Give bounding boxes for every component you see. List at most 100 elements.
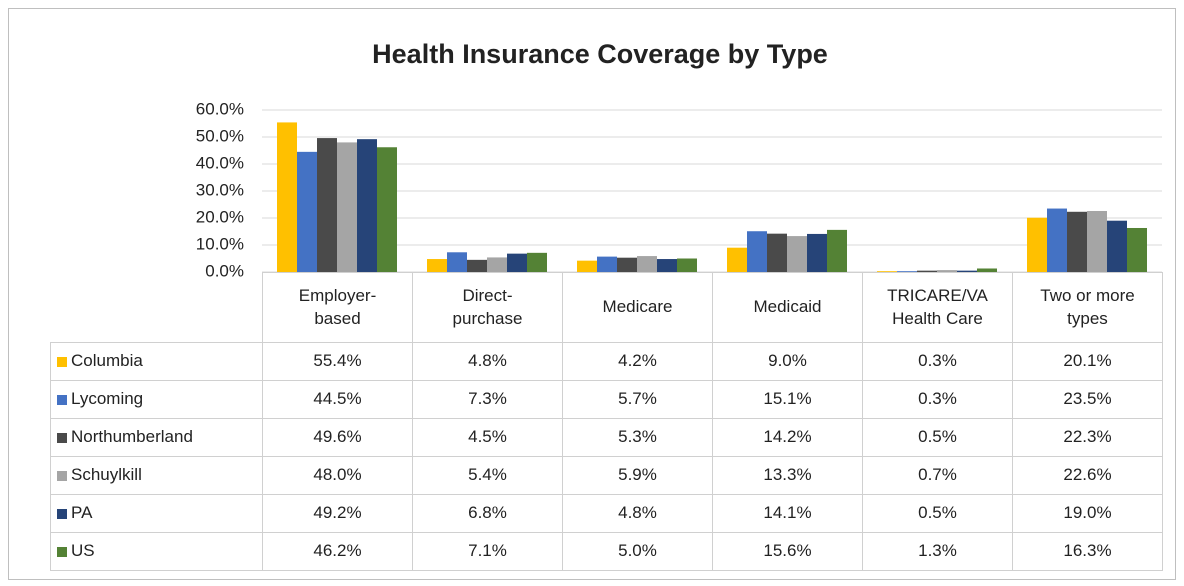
category-header: Direct- purchase (412, 272, 563, 343)
legend-label: Northumberland (71, 427, 193, 447)
table-value-text: 0.3% (918, 351, 957, 371)
bar (677, 258, 697, 272)
table-value-text: 6.8% (468, 503, 507, 523)
bar (337, 142, 357, 272)
bar (507, 253, 527, 272)
legend-label: Lycoming (71, 389, 144, 409)
table-value-text: 23.5% (1063, 389, 1112, 409)
legend-label: Columbia (71, 351, 143, 371)
table-value: 22.6% (1012, 456, 1163, 495)
table-value: 20.1% (1012, 342, 1163, 381)
table-value: 44.5% (262, 380, 413, 419)
table-value: 0.3% (862, 342, 1013, 381)
bar (637, 256, 657, 272)
legend-entry: Lycoming (50, 380, 263, 419)
y-tick-label: 40.0% (196, 153, 244, 172)
legend-label: US (71, 541, 95, 561)
table-value-text: 0.5% (918, 427, 957, 447)
bar (467, 259, 487, 272)
bar (827, 229, 847, 272)
table-value: 22.3% (1012, 418, 1163, 457)
legend-swatch (57, 470, 67, 481)
table-value-text: 5.7% (618, 389, 657, 409)
table-value-text: 22.3% (1063, 427, 1112, 447)
table-value: 55.4% (262, 342, 413, 381)
legend-entry: Schuylkill (50, 456, 263, 495)
table-value: 4.8% (412, 342, 563, 381)
table-value: 0.7% (862, 456, 1013, 495)
bar (297, 151, 317, 272)
category-header: Two or more types (1012, 272, 1163, 343)
bar (807, 233, 827, 272)
y-tick-label: 20.0% (196, 207, 244, 226)
category-header-text: Employer- based (298, 286, 377, 328)
bar (1087, 210, 1107, 272)
bar (527, 252, 547, 272)
table-value-text: 0.3% (918, 389, 957, 409)
table-value-text: 5.9% (618, 465, 657, 485)
table-value-text: 5.4% (468, 465, 507, 485)
table-value-text: 48.0% (313, 465, 362, 485)
table-value: 0.3% (862, 380, 1013, 419)
legend-swatch (57, 508, 67, 519)
category-header-text: Medicaid (753, 297, 822, 317)
bar (357, 139, 377, 272)
table-value: 0.5% (862, 418, 1013, 457)
legend-swatch (57, 356, 67, 367)
legend-entry: US (50, 532, 263, 571)
table-value: 14.1% (712, 494, 863, 533)
bar (977, 268, 997, 272)
bar (577, 260, 597, 272)
legend-entry: Columbia (50, 342, 263, 381)
bar (937, 270, 957, 272)
bar (377, 147, 397, 272)
bar (917, 270, 937, 272)
table-value-text: 20.1% (1063, 351, 1112, 371)
table-value-text: 4.5% (468, 427, 507, 447)
y-tick-label: 50.0% (196, 126, 244, 145)
bar (877, 271, 897, 272)
y-tick-label: 0.0% (205, 261, 244, 280)
legend-entry: Northumberland (50, 418, 263, 457)
bar (787, 236, 807, 272)
y-tick-label: 10.0% (196, 234, 244, 253)
table-value-text: 7.1% (468, 541, 507, 561)
bar (1027, 217, 1047, 272)
bar (317, 138, 337, 272)
bar (767, 233, 787, 272)
table-value-text: 16.3% (1063, 541, 1112, 561)
bar (747, 231, 767, 272)
category-header: Medicaid (712, 272, 863, 343)
chart-frame (8, 8, 1176, 580)
table-value: 5.7% (562, 380, 713, 419)
table-value: 13.3% (712, 456, 863, 495)
category-header: TRICARE/VA Health Care (862, 272, 1013, 343)
bar (727, 247, 747, 272)
chart-title: Health Insurance Coverage by Type (372, 39, 828, 69)
table-value-text: 0.5% (918, 503, 957, 523)
table-value: 5.4% (412, 456, 563, 495)
bar (1067, 211, 1087, 272)
table-value: 15.6% (712, 532, 863, 571)
legend-swatch (57, 546, 67, 557)
table-value: 49.6% (262, 418, 413, 457)
y-tick-label: 30.0% (196, 180, 244, 199)
table-value: 9.0% (712, 342, 863, 381)
bar (897, 271, 917, 272)
legend-label: PA (71, 503, 93, 523)
category-header-text: Direct- purchase (452, 286, 523, 328)
table-value: 5.9% (562, 456, 713, 495)
table-value-text: 15.6% (763, 541, 812, 561)
table-value: 6.8% (412, 494, 563, 533)
table-value-text: 7.3% (468, 389, 507, 409)
legend-entry: PA (50, 494, 263, 533)
table-value-text: 5.0% (618, 541, 657, 561)
table-value: 4.5% (412, 418, 563, 457)
bar (1127, 227, 1147, 272)
table-value-text: 46.2% (313, 541, 362, 561)
table-value: 0.5% (862, 494, 1013, 533)
table-value: 4.2% (562, 342, 713, 381)
bar (1107, 220, 1127, 272)
